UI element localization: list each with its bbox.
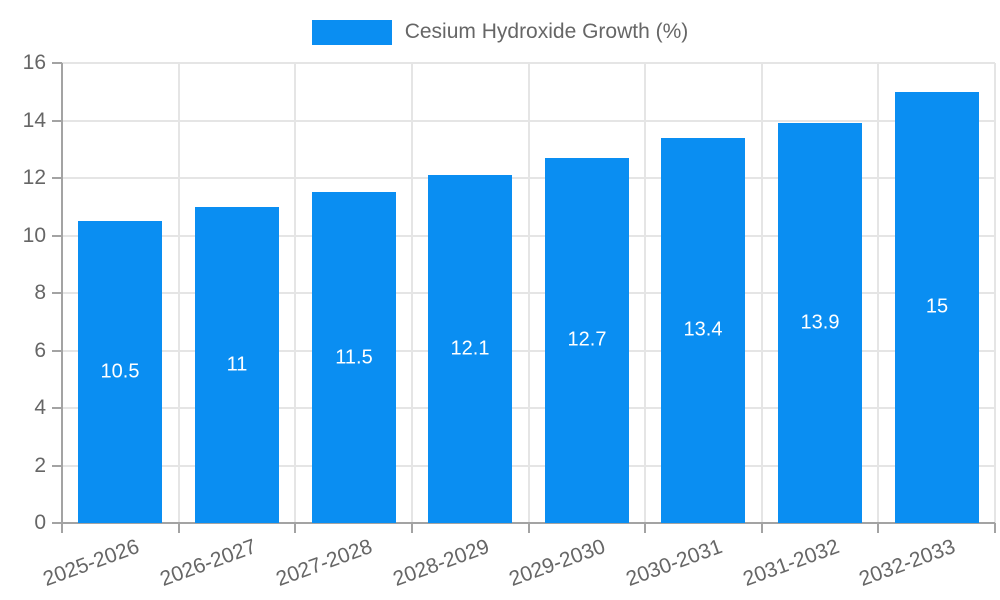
- gridline: [410, 63, 413, 523]
- x-tick-label: 2028-2029: [389, 535, 493, 591]
- y-tick-mark: [52, 119, 62, 122]
- y-tick-label: 16: [22, 51, 46, 74]
- bar-value-label: 15: [925, 295, 949, 318]
- y-tick-label: 6: [34, 338, 46, 362]
- bar[interactable]: [195, 207, 279, 523]
- y-tick-mark: [52, 292, 62, 294]
- gridline: [527, 63, 530, 523]
- y-tick-mark: [52, 464, 62, 467]
- y-tick-label: 2: [34, 453, 46, 477]
- y-tick-mark: [52, 234, 62, 237]
- x-tick-mark: [527, 523, 530, 533]
- gridline: [177, 63, 180, 523]
- gridline: [760, 63, 763, 523]
- bar[interactable]: [78, 221, 162, 523]
- x-axis-line: [52, 522, 995, 524]
- bar[interactable]: [312, 192, 396, 523]
- x-tick-label: 2031-2032: [739, 535, 842, 591]
- bar[interactable]: [661, 138, 745, 523]
- bar[interactable]: [778, 123, 862, 523]
- x-tick-label: 2032-2033: [856, 535, 959, 591]
- y-tick-label: 10: [22, 223, 46, 247]
- bar-value-label: 10.5: [100, 360, 140, 383]
- x-tick-label: 2030-2031: [623, 535, 726, 591]
- x-tick-label: 2026-2027: [156, 535, 259, 591]
- x-tick-mark: [410, 523, 413, 533]
- y-tick-mark: [52, 349, 62, 352]
- x-tick-mark: [877, 523, 880, 533]
- x-tick-mark: [994, 523, 996, 533]
- y-tick-mark: [52, 62, 62, 64]
- x-tick-mark: [760, 523, 763, 533]
- x-tick-label: 2029-2030: [506, 535, 609, 591]
- bar-value-label: 11.5: [335, 346, 373, 369]
- x-tick-mark: [177, 523, 180, 533]
- y-tick-label: 4: [34, 396, 46, 419]
- y-tick-label: 14: [22, 108, 46, 132]
- x-tick-label: 2027-2028: [273, 535, 376, 591]
- y-tick-label: 8: [34, 281, 46, 304]
- y-axis-line: [61, 63, 63, 533]
- gridline: [294, 63, 297, 523]
- legend-label[interactable]: Cesium Hydroxide Growth (%): [404, 20, 689, 43]
- y-tick-label: 12: [22, 166, 46, 189]
- gridline: [994, 63, 996, 523]
- bar-value-label: 11: [226, 353, 248, 376]
- bar[interactable]: [895, 92, 979, 523]
- bar-value-label: 13.4: [683, 318, 723, 341]
- legend: Cesium Hydroxide Growth (%): [0, 18, 1000, 46]
- y-tick-mark: [52, 407, 62, 409]
- y-tick-mark: [52, 177, 62, 179]
- x-tick-mark: [294, 523, 297, 533]
- bar[interactable]: [428, 175, 512, 523]
- bar-value-label: 13.9: [800, 311, 840, 334]
- bar[interactable]: [545, 158, 629, 523]
- x-tick-label: 2025-2026: [39, 535, 143, 591]
- x-tick-mark: [644, 523, 647, 533]
- legend-swatch[interactable]: [311, 19, 392, 45]
- y-tick-label: 0: [34, 511, 46, 534]
- bar-value-label: 12.1: [450, 337, 490, 360]
- gridline: [644, 63, 647, 523]
- bar-value-label: 12.7: [567, 328, 607, 351]
- gridline: [877, 63, 880, 523]
